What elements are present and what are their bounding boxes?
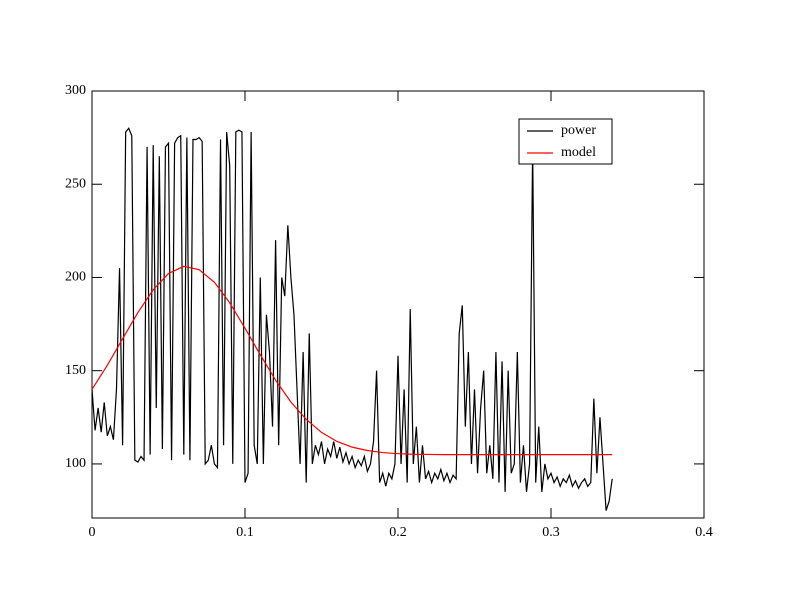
y-tick-label: 100 [65,456,86,471]
x-tick-label: 0.1 [236,525,254,540]
x-tick-label: 0 [89,525,96,540]
legend-box [518,118,613,165]
legend-label: model [561,145,596,160]
legend-label: power [561,123,596,138]
x-tick-label: 0.3 [542,525,560,540]
series-line [91,127,613,511]
x-tick-label: 0.2 [389,525,407,540]
y-tick-label: 200 [65,270,86,285]
series-line [91,265,613,456]
x-tick-label: 0.4 [695,525,713,540]
y-tick-label: 250 [65,176,86,191]
y-tick-label: 300 [65,83,86,98]
y-tick-label: 150 [65,363,86,378]
